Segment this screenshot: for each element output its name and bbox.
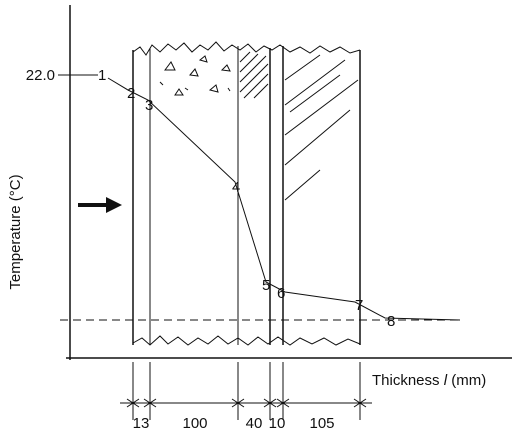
x-label-var: l — [444, 372, 448, 389]
point-label: 6 — [277, 285, 285, 302]
thickness-label: 40 — [246, 415, 263, 432]
dim-arrow — [143, 398, 157, 408]
wall — [132, 41, 361, 346]
point-label: 3 — [145, 97, 153, 114]
wall-bottom — [132, 335, 361, 346]
x-axis-label: Thickness l (mm) — [372, 372, 486, 389]
point-label: 2 — [127, 85, 135, 102]
arrow-head — [106, 197, 122, 213]
thickness-label: 10 — [269, 415, 286, 432]
hatch — [239, 51, 269, 99]
point-label: 5 — [262, 277, 270, 294]
dim-arrow — [126, 398, 140, 408]
dim-arrow — [231, 398, 245, 408]
y-tick-label: 22.0 — [26, 67, 55, 84]
dimensions — [120, 362, 372, 420]
dim-arrow — [276, 398, 290, 408]
point-label: 8 — [387, 313, 395, 330]
x-label-unit: (mm) — [447, 372, 486, 389]
point-label: 1 — [98, 67, 106, 84]
thickness-label: 100 — [182, 415, 207, 432]
thickness-label: 105 — [309, 415, 334, 432]
thickness-label: 13 — [133, 415, 150, 432]
y-axis-label: Temperature (°C) — [7, 174, 24, 289]
wall-top — [132, 41, 361, 56]
point-label: 7 — [355, 297, 363, 314]
dim-arrow — [263, 398, 277, 408]
x-label-text: Thickness — [372, 372, 444, 389]
concrete-texture — [159, 55, 231, 96]
insulation-hatch — [284, 54, 359, 201]
dim-arrow — [353, 398, 367, 408]
temperature-profile — [107, 77, 461, 321]
point-label: 4 — [232, 179, 240, 196]
